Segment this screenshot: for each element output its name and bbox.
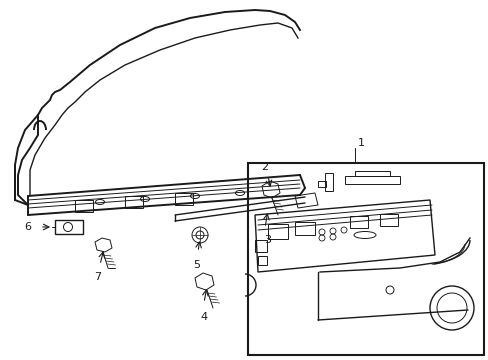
- Bar: [317, 181, 325, 187]
- Bar: [349, 216, 367, 228]
- Bar: [175, 193, 193, 205]
- Text: 3: 3: [264, 235, 271, 245]
- Bar: [247, 163, 483, 355]
- Text: 5: 5: [193, 260, 200, 270]
- Text: 6: 6: [24, 222, 31, 232]
- Bar: [75, 200, 93, 212]
- Text: 1: 1: [357, 138, 364, 148]
- Text: 4: 4: [200, 312, 207, 322]
- Bar: [254, 240, 266, 252]
- Bar: [249, 207, 262, 214]
- Bar: [267, 224, 287, 239]
- Text: 7: 7: [94, 272, 102, 282]
- Bar: [354, 171, 389, 176]
- Bar: [325, 173, 332, 191]
- Bar: [345, 176, 399, 184]
- Bar: [294, 222, 314, 235]
- Bar: [55, 220, 83, 234]
- Bar: [258, 256, 266, 265]
- Bar: [125, 196, 142, 208]
- Bar: [379, 214, 397, 226]
- Text: 2: 2: [261, 162, 268, 172]
